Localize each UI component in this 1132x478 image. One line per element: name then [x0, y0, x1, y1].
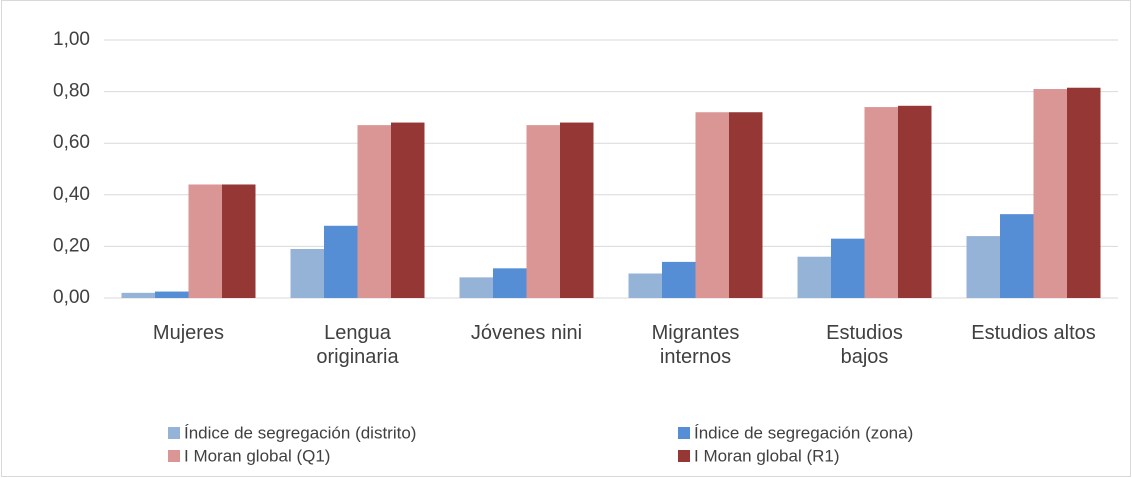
- bar: [459, 277, 493, 298]
- legend-swatch: [678, 427, 690, 439]
- bar: [966, 236, 1000, 298]
- bar: [864, 107, 898, 298]
- bar: [290, 248, 324, 298]
- bar: [155, 291, 189, 298]
- y-tick-label: 0,60: [53, 132, 90, 153]
- legend-label: I Moran global (Q1): [184, 446, 330, 465]
- x-tick-label: Jóvenes nini: [470, 322, 583, 344]
- bar: [188, 184, 222, 298]
- y-tick-label: 0,80: [53, 81, 90, 102]
- legend-label: Índice de segregación (zona): [694, 423, 913, 442]
- legend-swatch: [678, 450, 690, 462]
- legend-swatch: [168, 427, 180, 439]
- bar: [357, 125, 391, 298]
- legend-label: Índice de segregación (distrito): [184, 423, 416, 442]
- y-tick-label: 0,40: [53, 184, 90, 205]
- bar: [560, 122, 594, 298]
- bar: [662, 261, 696, 298]
- x-tick-label: Lengua originaria: [316, 322, 399, 368]
- legend-label: I Moran global (R1): [694, 446, 840, 465]
- bar: [324, 225, 358, 298]
- x-tick-label: Estudios bajos: [826, 322, 903, 368]
- x-tick-label: Migrantes internos: [651, 322, 740, 368]
- bar: [493, 268, 527, 298]
- bar: [729, 112, 763, 299]
- bar: [121, 292, 155, 298]
- bar: [391, 122, 425, 298]
- bar: [695, 112, 729, 299]
- x-tick-label: Estudios altos: [971, 322, 1096, 344]
- bar: [526, 125, 560, 298]
- y-tick-label: 0,20: [53, 235, 90, 256]
- x-tick-label: Mujeres: [152, 322, 225, 344]
- bar: [1067, 87, 1101, 298]
- bar: [222, 184, 256, 298]
- y-tick-label: 1,00: [53, 29, 90, 50]
- legend-swatch: [168, 450, 180, 462]
- bar: [1000, 214, 1034, 298]
- y-tick-label: 0,00: [53, 287, 90, 308]
- bar: [831, 238, 865, 298]
- bar: [797, 256, 831, 298]
- bar: [628, 273, 662, 298]
- bar: [898, 105, 932, 298]
- bar: [1033, 89, 1067, 299]
